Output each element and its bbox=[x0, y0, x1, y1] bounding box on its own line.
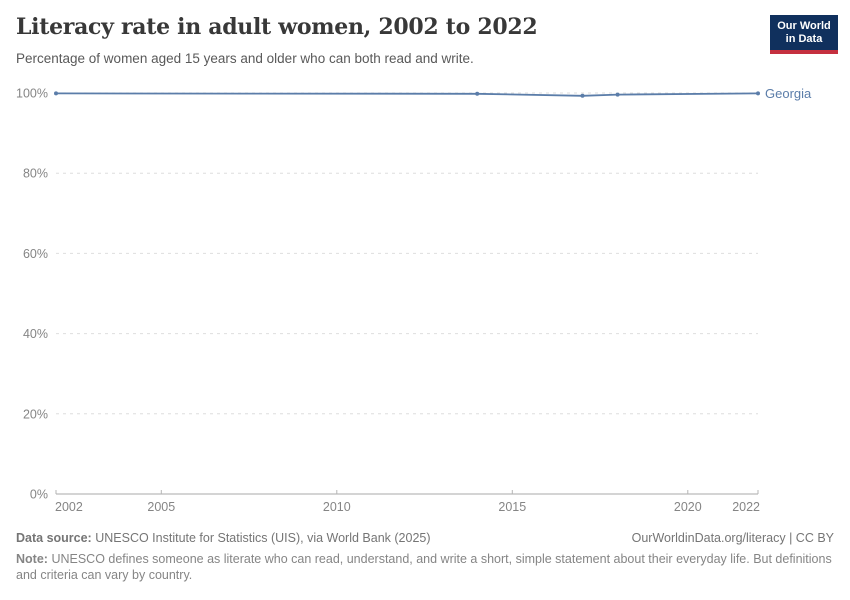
y-tick-label: 60% bbox=[23, 247, 48, 261]
y-tick-label: 0% bbox=[30, 488, 48, 502]
x-tick-label: 2015 bbox=[498, 500, 526, 514]
source-row: Data source: UNESCO Institute for Statis… bbox=[16, 531, 834, 545]
chart-subtitle: Percentage of women aged 15 years and ol… bbox=[16, 51, 474, 66]
data-point[interactable] bbox=[54, 91, 58, 96]
owid-logo-line1: Our World bbox=[777, 20, 831, 32]
page-title: Literacy rate in adult women, 2002 to 20… bbox=[16, 14, 538, 40]
owid-logo[interactable]: Our World in Data bbox=[770, 15, 838, 54]
y-tick-label: 20% bbox=[23, 407, 48, 421]
x-tick-label: 2005 bbox=[147, 500, 175, 514]
plot-svg: 0% 20% 40% 60% 80% 100% 2002 2005 2010 2015 2020 20… bbox=[16, 86, 812, 514]
series-label[interactable]: Georgia bbox=[765, 86, 812, 101]
owid-logo-red-bar bbox=[770, 50, 838, 54]
y-tick-label: 80% bbox=[23, 167, 48, 181]
data-source-label: Data source: bbox=[16, 531, 92, 545]
data-source-text: UNESCO Institute for Statistics (UIS), v… bbox=[95, 531, 431, 545]
y-tick-label: 100% bbox=[16, 87, 48, 101]
data-point[interactable] bbox=[756, 91, 760, 96]
data-point[interactable] bbox=[615, 92, 620, 97]
note-label: Note: bbox=[16, 552, 48, 566]
owid-logo-box: Our World in Data bbox=[770, 15, 838, 50]
data-point[interactable] bbox=[475, 91, 480, 96]
chart-footer: Data source: UNESCO Institute for Statis… bbox=[16, 531, 834, 584]
y-tick-label: 40% bbox=[23, 327, 48, 341]
note-text: UNESCO defines someone as literate who c… bbox=[16, 552, 832, 582]
note-row: Note: UNESCO defines someone as literate… bbox=[16, 552, 834, 584]
x-tick-label: 2002 bbox=[55, 500, 83, 514]
x-tick-label: 2020 bbox=[674, 500, 702, 514]
attribution-link[interactable]: OurWorldinData.org/literacy | CC BY bbox=[631, 531, 834, 545]
data-point[interactable] bbox=[580, 93, 585, 98]
x-tick-label: 2022 bbox=[732, 500, 760, 514]
owid-logo-line2: in Data bbox=[785, 33, 823, 45]
x-tick-label: 2010 bbox=[323, 500, 351, 514]
line-chart: 0% 20% 40% 60% 80% 100% 2002 2005 2010 2015 2020 20… bbox=[0, 80, 850, 522]
data-line[interactable] bbox=[55, 92, 759, 97]
data-source: Data source: UNESCO Institute for Statis… bbox=[16, 531, 431, 545]
